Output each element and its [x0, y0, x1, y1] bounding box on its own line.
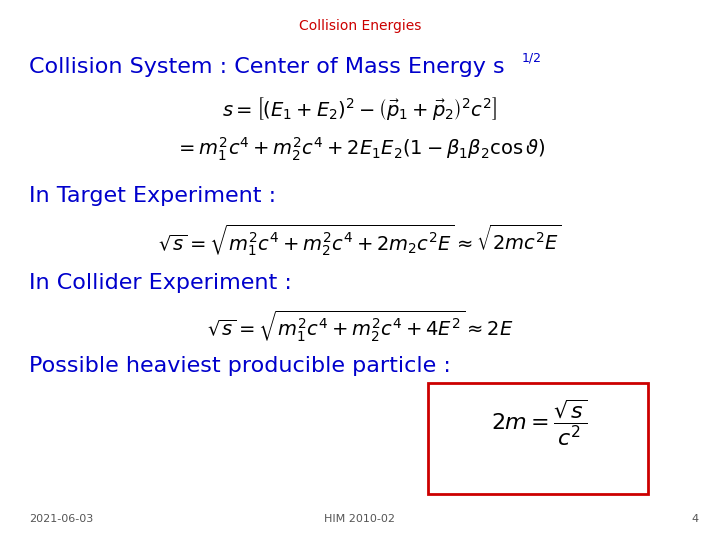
Text: 2021-06-03: 2021-06-03	[29, 514, 93, 524]
Text: Possible heaviest producible particle :: Possible heaviest producible particle :	[29, 356, 451, 376]
Text: HIM 2010-02: HIM 2010-02	[325, 514, 395, 524]
Text: $\sqrt{s} = \sqrt{m_1^2 c^4 + m_2^2 c^4 + 4E^2} \approx 2E$: $\sqrt{s} = \sqrt{m_1^2 c^4 + m_2^2 c^4 …	[207, 309, 513, 344]
Text: Collision System : Center of Mass Energy s: Collision System : Center of Mass Energy…	[29, 57, 505, 77]
Text: $= m_1^2 c^4 + m_2^2 c^4 + 2E_1 E_2\left(1 - \beta_1\beta_2\cos\vartheta\right)$: $= m_1^2 c^4 + m_2^2 c^4 + 2E_1 E_2\left…	[175, 136, 545, 164]
Text: 1/2: 1/2	[521, 51, 541, 64]
FancyBboxPatch shape	[428, 383, 648, 494]
Text: In Collider Experiment :: In Collider Experiment :	[29, 273, 292, 293]
Text: Collision Energies: Collision Energies	[299, 19, 421, 33]
Text: $\sqrt{s} = \sqrt{m_1^2 c^4 + m_2^2 c^4 + 2m_2 c^2 E} \approx \sqrt{2mc^2E}$: $\sqrt{s} = \sqrt{m_1^2 c^4 + m_2^2 c^4 …	[158, 222, 562, 258]
Text: 4: 4	[691, 514, 698, 524]
Text: $2m = \dfrac{\sqrt{s}}{c^2}$: $2m = \dfrac{\sqrt{s}}{c^2}$	[490, 397, 587, 448]
Text: $s = \left[(E_1 + E_2)^2 - \left(\vec{p}_1 + \vec{p}_2\right)^2 c^2 \right]$: $s = \left[(E_1 + E_2)^2 - \left(\vec{p}…	[222, 94, 498, 122]
Text: In Target Experiment :: In Target Experiment :	[29, 186, 276, 206]
